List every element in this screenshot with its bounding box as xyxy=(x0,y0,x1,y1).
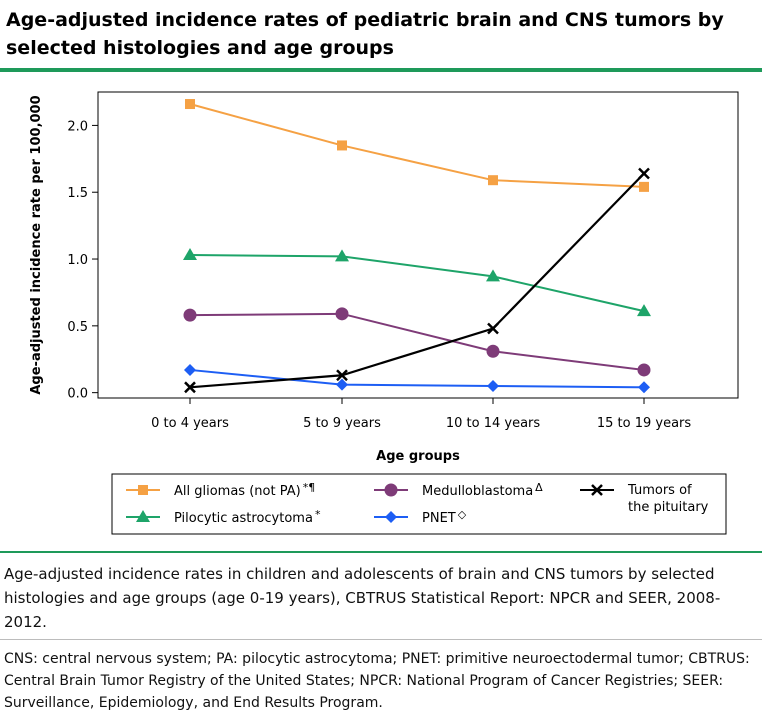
y-tick-label: 0.5 xyxy=(67,320,88,335)
data-point-medulloblastoma xyxy=(486,344,500,358)
legend-item-pnet: PNET ◇ xyxy=(374,508,467,526)
data-point-medulloblastoma xyxy=(183,308,197,322)
data-point-tumors-of-the-pituitary xyxy=(336,369,348,382)
series-line-pnet xyxy=(189,368,645,389)
data-point-all-gliomas-not-pa xyxy=(639,181,649,192)
caption-divider xyxy=(0,551,762,553)
series-line-tumors-of-the-pituitary xyxy=(189,172,645,389)
legend-label: Tumors of xyxy=(627,483,692,498)
legend-label: PNET ◇ xyxy=(422,508,467,526)
data-point-pilocytic-astrocytoma xyxy=(486,269,500,282)
x-marker-stroke xyxy=(638,167,650,180)
data-point-tumors-of-the-pituitary xyxy=(638,167,650,180)
series-pnet xyxy=(184,363,650,394)
legend-item-all-gliomas-not-pa: All gliomas (not PA) *¶ xyxy=(126,481,315,499)
header-divider xyxy=(0,68,762,72)
abbreviations-footnote: CNS: central nervous system; PA: pilocyt… xyxy=(4,651,750,711)
data-point-pnet xyxy=(184,363,196,376)
data-point-pilocytic-astrocytoma xyxy=(183,248,197,261)
legend-box xyxy=(111,473,727,535)
data-point-all-gliomas-not-pa xyxy=(185,99,195,110)
legend-swatch-marker xyxy=(385,511,397,523)
data-point-medulloblastoma xyxy=(335,307,349,321)
data-point-pnet xyxy=(336,378,348,391)
legend-swatch-marker xyxy=(384,483,398,497)
y-axis-label: Age-adjusted incidence rate per 100,000 xyxy=(29,95,44,394)
series-medulloblastoma xyxy=(183,307,651,377)
legend-label: Medulloblastoma Δ xyxy=(422,481,543,499)
legend-swatch-marker xyxy=(591,484,603,496)
y-tick-label: 2.0 xyxy=(67,119,88,134)
y-tick-label: 1.0 xyxy=(67,253,88,268)
series-tumors-of-the-pituitary xyxy=(184,167,650,394)
x-tick-label: 15 to 19 years xyxy=(597,416,692,431)
series-line-all-gliomas-not-pa xyxy=(189,103,645,188)
figure-caption: Age-adjusted incidence rates in children… xyxy=(4,565,721,631)
data-point-all-gliomas-not-pa xyxy=(337,140,347,151)
x-tick-label: 0 to 4 years xyxy=(151,416,229,431)
data-point-pnet xyxy=(487,379,499,392)
legend-swatch-marker xyxy=(136,510,150,522)
line-chart: 0.0 0.5 1.0 1.5 2.0 Age-adjusted incidence ra… xyxy=(29,91,739,535)
y-tick-label: 1.5 xyxy=(67,186,88,201)
y-tick-label: 0.0 xyxy=(67,387,88,402)
legend-label: the pituitary xyxy=(628,500,709,515)
plot-area-frame xyxy=(97,91,739,399)
data-point-medulloblastoma xyxy=(637,363,651,377)
x-marker-stroke xyxy=(591,484,603,496)
data-point-tumors-of-the-pituitary xyxy=(487,322,499,335)
data-point-pnet xyxy=(638,381,650,394)
series-all-gliomas-not-pa xyxy=(185,99,649,192)
series-line-pilocytic-astrocytoma xyxy=(189,254,645,313)
legend-label: All gliomas (not PA) *¶ xyxy=(174,481,315,499)
page-title: Age-adjusted incidence rates of pediatri… xyxy=(6,9,724,59)
x-tick-label: 5 to 9 years xyxy=(303,416,381,431)
x-marker-stroke xyxy=(184,381,196,394)
x-marker-stroke xyxy=(336,369,348,382)
footnote-divider xyxy=(0,639,762,640)
legend-label: Pilocytic astrocytoma * xyxy=(174,508,321,526)
series-pilocytic-astrocytoma xyxy=(183,248,651,317)
data-point-pilocytic-astrocytoma xyxy=(335,249,349,262)
x-marker-stroke xyxy=(487,322,499,335)
legend-item-medulloblastoma: Medulloblastoma Δ xyxy=(374,481,543,499)
x-tick-label: 10 to 14 years xyxy=(446,416,541,431)
data-point-all-gliomas-not-pa xyxy=(488,175,498,186)
legend-swatch-marker xyxy=(138,485,148,495)
legend-item-pilocytic-astrocytoma: Pilocytic astrocytoma * xyxy=(126,508,321,526)
data-point-tumors-of-the-pituitary xyxy=(184,381,196,394)
series-line-medulloblastoma xyxy=(189,312,645,371)
x-axis-label: Age groups xyxy=(376,449,460,464)
data-point-pilocytic-astrocytoma xyxy=(637,304,651,317)
legend-item-tumors-of-the-pituitary: Tumors of the pituitary xyxy=(580,483,709,515)
